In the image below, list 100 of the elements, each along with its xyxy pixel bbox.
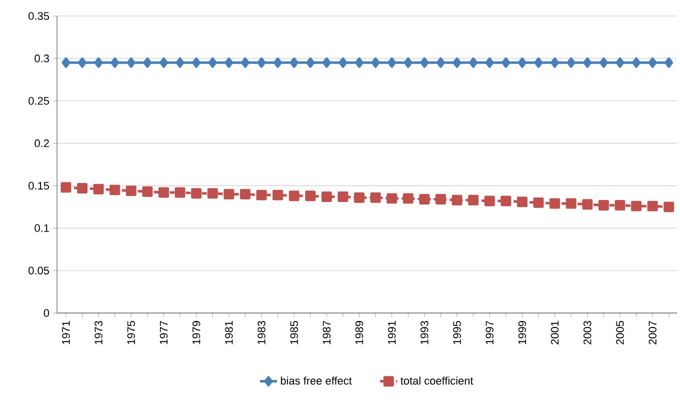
point xyxy=(192,57,201,68)
x-tick-label: 1987 xyxy=(322,321,331,344)
point xyxy=(321,192,332,202)
x-tick-label: 1989 xyxy=(355,321,364,344)
point xyxy=(110,57,120,68)
y-tick-label: 0.3 xyxy=(34,54,49,62)
point xyxy=(484,196,495,206)
point xyxy=(338,57,348,68)
point xyxy=(126,186,136,196)
x-tick-label: 1985 xyxy=(290,320,298,344)
x-tick-label: 2001 xyxy=(550,321,559,344)
point xyxy=(176,57,184,68)
point xyxy=(224,57,234,68)
point xyxy=(566,57,576,68)
point xyxy=(582,199,593,210)
point xyxy=(191,188,202,199)
point xyxy=(598,200,609,210)
point xyxy=(174,187,186,198)
point xyxy=(306,57,315,68)
point xyxy=(78,57,86,68)
y-tick-label: 0.05 xyxy=(28,266,50,274)
y-tick-label: 0.35 xyxy=(28,12,50,20)
point xyxy=(62,57,70,68)
point xyxy=(142,186,153,197)
point xyxy=(550,198,560,209)
point xyxy=(664,202,674,212)
x-tick-label: 1975 xyxy=(127,320,136,344)
point xyxy=(436,194,446,205)
point xyxy=(420,57,429,68)
point xyxy=(338,192,348,202)
point xyxy=(240,188,250,200)
x-tick-label: 1979 xyxy=(192,321,200,344)
point xyxy=(274,57,282,68)
point xyxy=(647,200,658,212)
x-tick-label: 1983 xyxy=(258,321,266,344)
point xyxy=(158,187,169,198)
point xyxy=(370,192,381,203)
y-tick-label: 0 xyxy=(44,309,50,317)
x-tick-label: 2003 xyxy=(584,321,592,344)
point xyxy=(77,183,88,194)
point xyxy=(468,194,479,206)
point xyxy=(143,57,152,68)
point xyxy=(452,57,462,68)
x-tick-label: 1991 xyxy=(388,321,396,344)
x-tick-label: 1971 xyxy=(62,321,70,344)
point xyxy=(386,193,398,204)
x-tick-label: 1977 xyxy=(160,321,168,344)
point xyxy=(533,197,544,208)
point xyxy=(354,192,364,203)
x-tick-label: 1999 xyxy=(518,321,526,344)
point xyxy=(305,190,316,202)
point xyxy=(566,198,576,209)
point xyxy=(500,196,512,206)
point xyxy=(436,57,445,68)
point xyxy=(126,57,136,68)
point xyxy=(256,190,267,200)
point xyxy=(616,57,624,68)
point xyxy=(599,57,608,68)
point xyxy=(371,57,380,68)
point xyxy=(93,184,104,194)
x-tick-label: 2007 xyxy=(648,321,656,344)
point xyxy=(224,188,234,200)
legend-label: total coefficient xyxy=(400,376,474,385)
point xyxy=(632,57,641,68)
point xyxy=(404,57,412,68)
point xyxy=(159,57,168,68)
point xyxy=(240,57,250,68)
point xyxy=(60,182,72,193)
point xyxy=(631,200,642,212)
point xyxy=(272,190,284,200)
y-tick-label: 0.1 xyxy=(34,224,49,232)
y-tick-label: 0.15 xyxy=(28,182,50,190)
x-tick-label: 1997 xyxy=(486,321,494,344)
x-tick-label: 1995 xyxy=(453,320,461,344)
point xyxy=(614,200,626,210)
point xyxy=(207,188,218,199)
point xyxy=(419,194,430,205)
point xyxy=(534,57,543,68)
point xyxy=(664,57,674,68)
x-tick-label: 1981 xyxy=(225,321,233,344)
point xyxy=(110,184,120,196)
x-tick-label: 1973 xyxy=(94,321,102,344)
point xyxy=(550,57,560,68)
point xyxy=(208,57,217,68)
y-tick-label: 0.25 xyxy=(28,96,50,105)
point xyxy=(518,57,526,68)
x-tick-label: 2005 xyxy=(616,320,624,344)
point xyxy=(257,57,266,68)
point xyxy=(402,193,414,204)
point xyxy=(355,57,364,68)
point xyxy=(583,57,592,68)
point xyxy=(290,57,298,68)
point xyxy=(485,57,494,68)
point xyxy=(452,194,462,206)
point xyxy=(469,57,478,68)
point xyxy=(288,190,300,202)
y-tick-label: 0.2 xyxy=(34,139,49,148)
point xyxy=(516,196,528,208)
point xyxy=(502,57,510,68)
point xyxy=(388,57,396,68)
